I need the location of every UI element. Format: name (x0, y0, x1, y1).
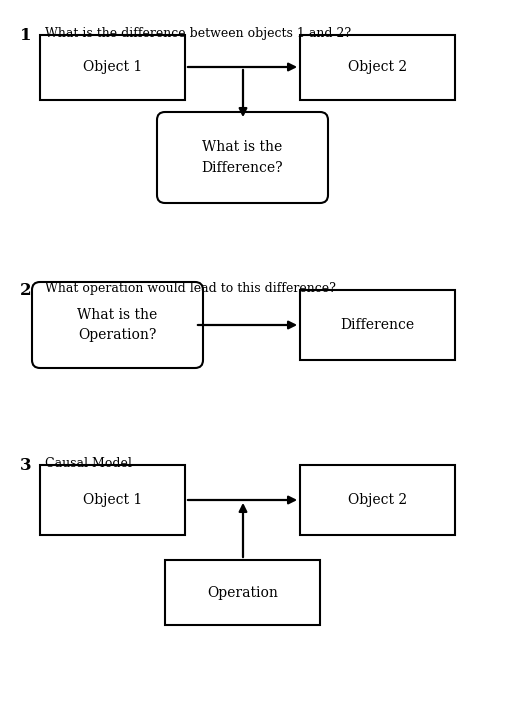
Bar (300, 465, 455, 535)
Bar (300, 35, 455, 100)
Bar (165, 560, 320, 625)
Text: Object 2: Object 2 (348, 493, 407, 507)
Text: Object 1: Object 1 (83, 60, 142, 74)
Text: 3: 3 (20, 457, 31, 474)
Text: 2: 2 (20, 282, 31, 299)
Bar (300, 290, 455, 360)
Text: What operation would lead to this difference?: What operation would lead to this differ… (45, 282, 336, 295)
Bar (40, 35, 185, 100)
FancyBboxPatch shape (157, 112, 328, 203)
Text: What is the difference between objects 1 and 2?: What is the difference between objects 1… (45, 27, 351, 40)
Text: 1: 1 (20, 27, 31, 44)
Text: Object 1: Object 1 (83, 493, 142, 507)
Text: What is the
Operation?: What is the Operation? (77, 308, 158, 342)
Text: Difference: Difference (340, 318, 415, 332)
Text: Operation: Operation (207, 585, 278, 599)
Bar (40, 465, 185, 535)
FancyBboxPatch shape (32, 282, 203, 368)
Text: Object 2: Object 2 (348, 60, 407, 74)
Text: Causal Model: Causal Model (45, 457, 132, 470)
Text: What is the
Difference?: What is the Difference? (202, 140, 283, 175)
